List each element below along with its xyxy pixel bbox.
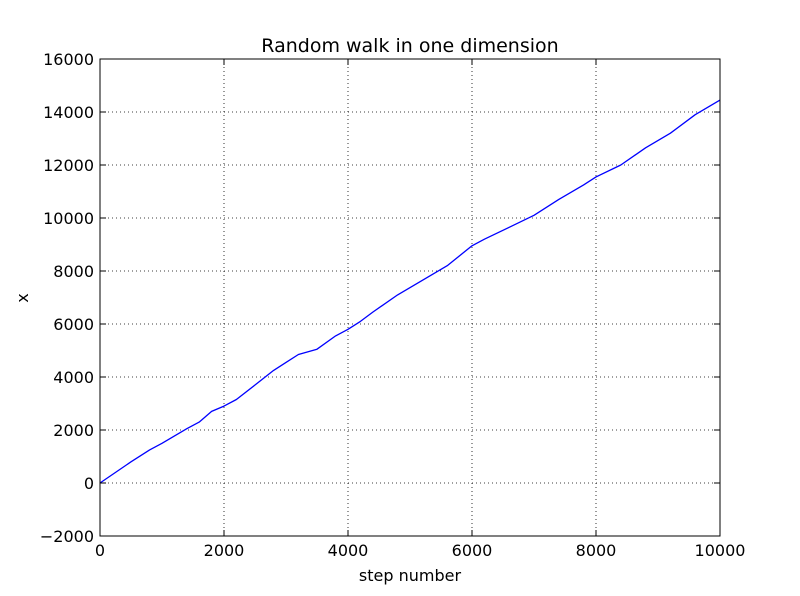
x-tick-label: 6000 <box>452 541 493 560</box>
x-tick-label: 4000 <box>328 541 369 560</box>
y-tick-label: 10000 <box>43 209 94 228</box>
y-tick-label: 16000 <box>43 50 94 69</box>
x-tick-label: 8000 <box>576 541 617 560</box>
y-tick-label: 8000 <box>53 262 94 281</box>
x-tick-label: 10000 <box>695 541 746 560</box>
x-axis-title: step number <box>359 566 462 585</box>
series-layer <box>99 99 721 484</box>
y-axis-title: x <box>13 293 32 302</box>
y-tick-label: 12000 <box>43 156 94 175</box>
y-tick-label: 14000 <box>43 103 94 122</box>
y-tick-label: 6000 <box>53 315 94 334</box>
grid <box>100 59 720 536</box>
plot-frame <box>99 58 721 537</box>
x-tick-label: 0 <box>95 541 105 560</box>
y-tick-label: −2000 <box>40 527 94 546</box>
y-tick-label: 2000 <box>53 421 94 440</box>
chart-title: Random walk in one dimension <box>261 35 558 57</box>
series-line <box>99 99 721 484</box>
x-tick-label: 2000 <box>204 541 245 560</box>
ticks: 0 2000 4000 6000 8000 10000−20000200040006000… <box>40 50 746 560</box>
y-tick-label: 4000 <box>53 368 94 387</box>
y-tick-label: 0 <box>84 474 94 493</box>
